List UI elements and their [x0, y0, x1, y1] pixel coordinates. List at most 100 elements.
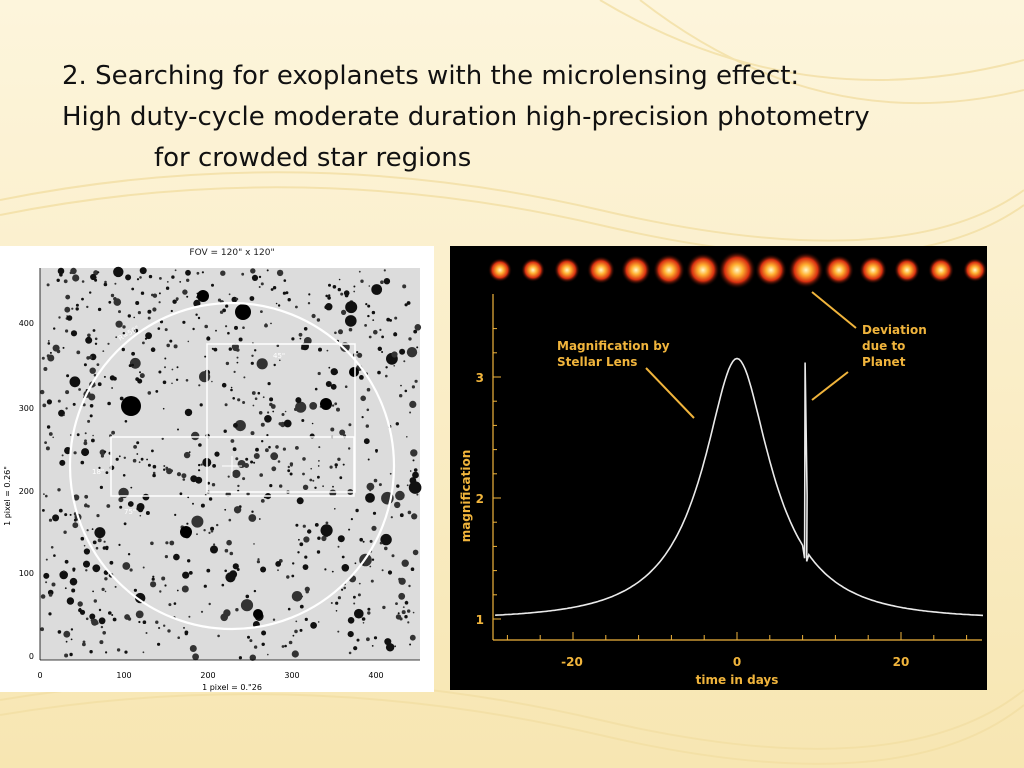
- star: [350, 621, 352, 624]
- star: [295, 397, 302, 404]
- star: [198, 443, 202, 447]
- star: [233, 370, 236, 373]
- star: [99, 485, 103, 489]
- x-tick-label: 20: [893, 655, 910, 669]
- star: [173, 553, 180, 561]
- star: [76, 350, 81, 355]
- star: [408, 584, 411, 588]
- star: [347, 631, 354, 638]
- star: [299, 542, 304, 547]
- star: [302, 484, 309, 490]
- star: [121, 347, 126, 352]
- star: [379, 541, 383, 545]
- star: [155, 390, 159, 393]
- star: [75, 307, 79, 311]
- star: [78, 608, 82, 613]
- star: [269, 402, 273, 407]
- star: [261, 630, 267, 636]
- star: [176, 589, 179, 592]
- star: [85, 617, 89, 621]
- star: [250, 361, 254, 365]
- annotation-planet-line1: Deviation: [862, 323, 927, 337]
- star: [219, 310, 224, 314]
- star: [267, 382, 271, 386]
- star: [337, 630, 340, 633]
- star: [48, 593, 53, 597]
- star: [62, 346, 65, 349]
- star: [127, 553, 131, 556]
- star: [150, 347, 156, 352]
- star: [200, 463, 203, 466]
- star: [53, 554, 56, 557]
- star: [97, 271, 100, 274]
- star: [200, 610, 204, 613]
- star: [304, 586, 310, 592]
- star: [298, 332, 303, 337]
- star: [334, 331, 337, 335]
- star: [115, 336, 118, 339]
- star: [214, 451, 220, 457]
- star: [92, 540, 97, 545]
- star: [50, 546, 54, 549]
- star: [241, 272, 245, 276]
- star: [337, 457, 341, 461]
- star: [224, 403, 228, 407]
- star: [80, 536, 85, 541]
- star: [299, 628, 303, 632]
- star: [381, 351, 384, 353]
- star: [164, 366, 166, 369]
- star: [63, 570, 65, 572]
- x-tick-label: 0: [733, 655, 741, 669]
- source-image-glow: [894, 257, 920, 283]
- star: [371, 558, 375, 561]
- star: [208, 602, 211, 606]
- star: [130, 486, 133, 489]
- star: [237, 460, 246, 468]
- star: [158, 370, 162, 374]
- star: [414, 324, 422, 331]
- star: [288, 640, 293, 645]
- star: [295, 305, 298, 309]
- star: [318, 460, 320, 462]
- star: [105, 471, 109, 474]
- x-tick: 300: [284, 671, 299, 680]
- star: [339, 476, 343, 480]
- star: [373, 478, 378, 483]
- star: [110, 293, 115, 298]
- star: [308, 293, 311, 296]
- star: [192, 502, 194, 505]
- star: [69, 577, 78, 586]
- star: [129, 357, 141, 369]
- magnification-curve: [495, 357, 984, 617]
- star: [354, 608, 364, 619]
- box-size-label-75: 75": [124, 508, 136, 516]
- star: [114, 585, 117, 588]
- star: [270, 322, 272, 325]
- star: [71, 307, 74, 310]
- star: [337, 287, 341, 292]
- star: [357, 352, 363, 358]
- star: [91, 438, 95, 443]
- star: [92, 329, 96, 332]
- star: [335, 610, 338, 612]
- star: [250, 460, 254, 464]
- star: [135, 301, 140, 305]
- star: [133, 588, 137, 592]
- y-tick-label: 2: [476, 492, 484, 506]
- star: [413, 468, 418, 472]
- star: [336, 407, 340, 412]
- star: [98, 608, 102, 612]
- star: [107, 342, 110, 345]
- star: [192, 327, 195, 331]
- star: [47, 342, 51, 345]
- star: [413, 329, 418, 334]
- star: [275, 302, 278, 305]
- star: [137, 311, 141, 315]
- star: [177, 636, 180, 639]
- star: [363, 438, 370, 445]
- star: [314, 486, 317, 489]
- star: [356, 638, 360, 642]
- star: [345, 315, 357, 327]
- star: [81, 297, 84, 301]
- star: [115, 457, 119, 461]
